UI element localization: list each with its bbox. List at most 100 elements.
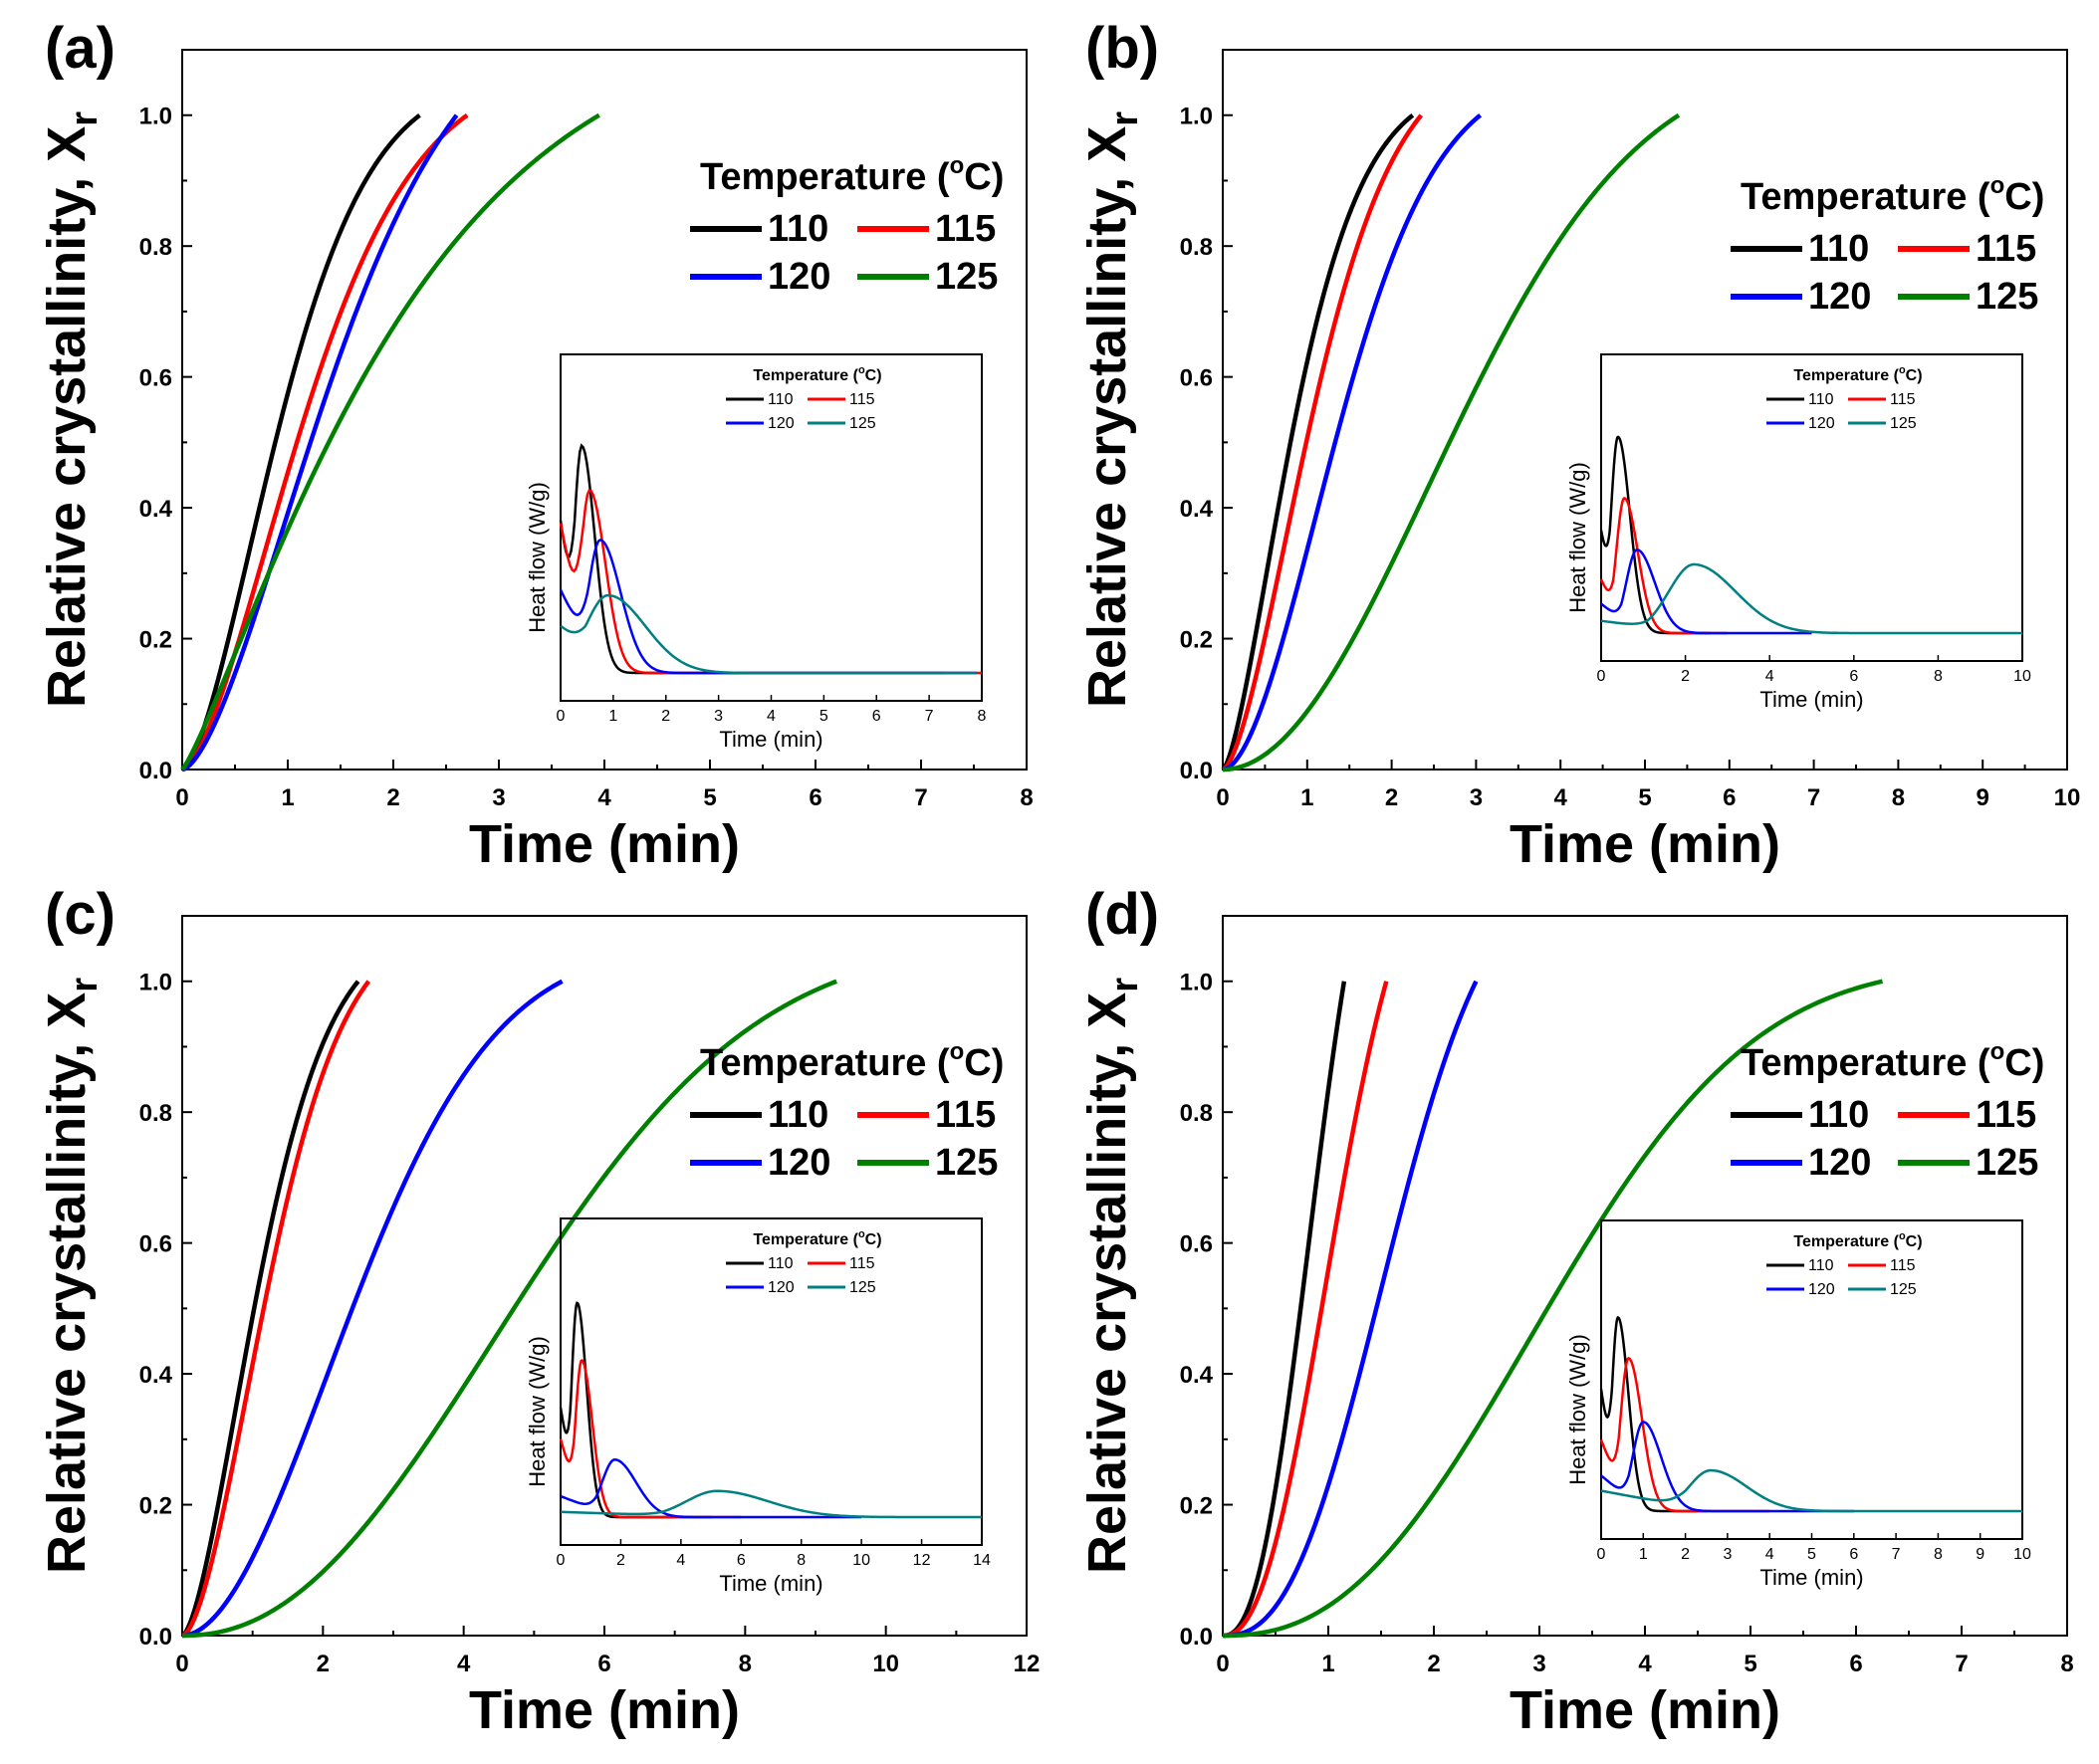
inset-legend-entry-110: 110 <box>1808 1257 1834 1274</box>
inset-x-tick-label: 14 <box>973 1552 991 1569</box>
y-tick-label: 0.4 <box>1180 496 1214 523</box>
y-tick-label: 0.0 <box>139 1624 172 1651</box>
inset-chart: 0 2 4 6 8 10 12 14 Time (min) Heat flow (W/g) Temp… <box>525 1217 991 1596</box>
legend-title-unit: C) <box>2004 1042 2044 1084</box>
panel-label: (d) <box>1085 882 1159 947</box>
inset-x-tick-label: 2 <box>1681 1546 1690 1563</box>
inset-legend-entry-125: 125 <box>1890 1281 1917 1298</box>
inset-x-tick-label: 10 <box>2013 668 2031 685</box>
inset-x-axis-title: Time (min) <box>1759 687 1863 712</box>
inset-series-line-125 <box>560 593 977 675</box>
y-axis-title-sub: r <box>64 111 106 126</box>
inset-x-tick-label: 0 <box>1597 668 1606 685</box>
legend-title-unit: C) <box>964 156 1004 198</box>
y-tick-label: 0.8 <box>139 1100 172 1127</box>
inset-y-axis-title: Heat flow (W/g) <box>525 482 550 633</box>
y-tick-label: 0.6 <box>1180 365 1213 392</box>
inset-legend-title: Temperature (oC) <box>753 1228 881 1248</box>
legend-entry-115: 115 <box>1976 228 2036 270</box>
x-tick-label: 4 <box>1638 1651 1652 1677</box>
plot-frame <box>181 915 1028 1637</box>
inset-frame <box>1600 353 2023 662</box>
inset-x-axis-title: Time (min) <box>719 1571 822 1596</box>
series-line-125 <box>1222 979 1884 1639</box>
inset-series-line-115 <box>1599 497 1728 635</box>
inset-y-axis-title: Heat flow (W/g) <box>1565 1334 1590 1485</box>
inset-legend-entry-115: 115 <box>849 1255 875 1272</box>
inset-legend-entry-110: 110 <box>768 391 794 408</box>
x-tick-label: 1 <box>1321 1651 1334 1677</box>
y-tick-label: 0.4 <box>139 1362 173 1389</box>
inset-legend-title: Temperature (oC) <box>753 364 881 384</box>
x-tick-label: 4 <box>1554 784 1568 811</box>
inset-x-tick-label: 7 <box>925 708 934 725</box>
x-tick-label: 5 <box>1744 1651 1756 1677</box>
inset-legend-title-sup: o <box>1899 1230 1906 1242</box>
legend-title: Temperature (oC) <box>700 1038 1004 1084</box>
x-axis-title: Time (min) <box>469 814 740 874</box>
inset-x-tick-label: 6 <box>1849 1546 1858 1563</box>
inset-x-tick-label: 5 <box>819 708 828 725</box>
inset-x-tick-label: 9 <box>1976 1546 1984 1563</box>
y-tick-label: 0.0 <box>1180 758 1213 784</box>
x-tick-label: 7 <box>1807 784 1820 811</box>
legend-entry-125: 125 <box>1976 276 2038 318</box>
y-axis-title-main: Relative crystallinity, X <box>1077 126 1137 708</box>
y-axis-title: Relative crystallinity, Xr <box>37 978 106 1574</box>
inset-legend-title-unit: C) <box>865 1231 882 1248</box>
series-line-110 <box>181 980 360 1639</box>
inset-legend-entry-110: 110 <box>768 1255 794 1272</box>
inset-x-tick-label: 8 <box>1934 668 1943 685</box>
inset-legend-entry-115: 115 <box>1890 391 1916 408</box>
y-tick-label: 1.0 <box>139 970 172 996</box>
x-axis-title: Time (min) <box>1510 1680 1780 1740</box>
x-tick-label: 6 <box>1723 784 1736 811</box>
inset-chart: 0 1 2 3 4 5 6 7 8 9 10 Time (min) Heat flow (W/g) Tem… <box>1565 1219 2031 1590</box>
inset-legend-entry-110: 110 <box>1808 391 1834 408</box>
panel-label: (a) <box>45 16 116 81</box>
legend-entry-115: 115 <box>1976 1094 2036 1136</box>
y-tick-label: 0.4 <box>139 496 173 523</box>
inset-x-tick-label: 12 <box>913 1552 931 1569</box>
y-tick-label: 0.8 <box>139 234 172 261</box>
inset-x-tick-label: 2 <box>661 708 670 725</box>
legend-title-text: Temperature ( <box>1741 1042 1990 1084</box>
x-tick-label: 9 <box>1977 784 1989 811</box>
y-axis-title-main: Relative crystallinity, X <box>37 992 97 1574</box>
series-line-115 <box>181 980 371 1639</box>
legend-title-text: Temperature ( <box>700 156 950 198</box>
inset-series-line-120 <box>1600 549 1812 635</box>
x-tick-label: 3 <box>1470 784 1483 811</box>
x-tick-label: 10 <box>2054 784 2081 811</box>
inset-x-tick-label: 1 <box>1639 1546 1648 1563</box>
series-line-115 <box>1222 981 1389 1639</box>
inset-x-tick-label: 7 <box>1892 1546 1901 1563</box>
legend-title-unit: C) <box>2004 176 2044 218</box>
legend-title: Temperature (oC) <box>1741 1038 2044 1084</box>
y-axis-title: Relative crystallinity, Xr <box>37 111 106 708</box>
inset-x-axis-title: Time (min) <box>1759 1565 1863 1590</box>
inset-legend-title-sup: o <box>1899 364 1906 376</box>
inset-x-tick-label: 5 <box>1807 1546 1816 1563</box>
series-line-115 <box>181 112 469 772</box>
y-tick-label: 0.6 <box>139 365 172 392</box>
series-line-120 <box>1222 112 1483 772</box>
inset-x-tick-label: 0 <box>1597 1546 1606 1563</box>
y-tick-label: 1.0 <box>139 104 172 130</box>
y-tick-label: 0.6 <box>139 1231 172 1258</box>
series-line-120 <box>181 113 459 772</box>
x-tick-label: 2 <box>1427 1651 1440 1677</box>
legend-title-text: Temperature ( <box>1741 176 1990 218</box>
inset-x-tick-label: 3 <box>714 708 723 725</box>
inset-chart: 0 1 2 3 4 5 6 7 8 Time (min) Heat flow (W/g) Temper… <box>525 353 987 752</box>
y-tick-label: 0.2 <box>1180 1493 1213 1520</box>
x-tick-label: 1 <box>281 784 294 811</box>
x-tick-label: 7 <box>914 784 927 811</box>
y-axis-title: Relative crystallinity, Xr <box>1077 111 1146 708</box>
inset-chart: 0 2 4 6 8 10 Time (min) Heat flow (W/g) Temperat… <box>1565 353 2031 712</box>
inset-x-tick-label: 10 <box>852 1552 870 1569</box>
x-tick-label: 3 <box>1532 1651 1545 1677</box>
inset-series-line-120 <box>560 1458 862 1519</box>
inset-x-tick-label: 8 <box>797 1552 806 1569</box>
